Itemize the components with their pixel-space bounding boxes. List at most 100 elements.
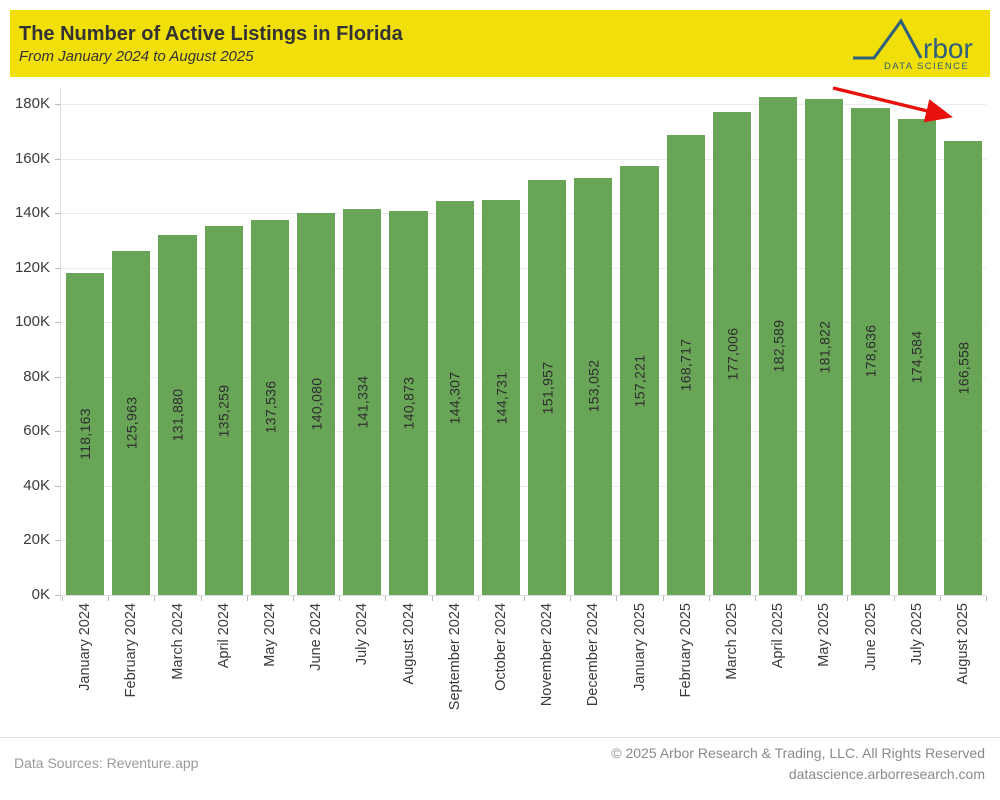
x-axis-tick: [939, 596, 941, 601]
bar-value-label: 157,221: [631, 354, 648, 407]
x-axis-label: August 2025: [954, 603, 971, 685]
x-axis-label: October 2024: [492, 603, 509, 691]
bar-value-label: 137,536: [261, 381, 278, 434]
x-axis-label: May 2024: [261, 603, 278, 667]
bar-value-label: 177,006: [723, 327, 740, 380]
bar: 141,334: [343, 209, 382, 595]
y-axis-tick: [55, 213, 60, 215]
header-banner: The Number of Active Listings in Florida…: [10, 10, 990, 77]
gridline: [60, 267, 986, 269]
bar: 174,584: [897, 118, 936, 595]
bar-value-label: 118,163: [77, 407, 94, 460]
x-axis-tick: [154, 596, 156, 601]
x-axis-label: December 2024: [585, 603, 602, 707]
x-axis-tick: [62, 596, 63, 601]
bar-value-label: 153,052: [585, 359, 602, 413]
header-titles: The Number of Active Listings in Florida…: [10, 21, 403, 67]
x-axis-tick: [708, 596, 710, 601]
bar: 157,221: [620, 166, 659, 595]
y-axis-tick-label: 120K: [14, 258, 50, 276]
bar: 144,307: [435, 201, 474, 595]
x-axis-label: March 2024: [169, 603, 186, 680]
gridline: [60, 376, 986, 378]
gridline: [60, 595, 986, 596]
x-axis-tick: [477, 596, 479, 601]
gridline: [60, 322, 986, 324]
bar: 182,589: [758, 96, 798, 595]
footer-divider: [0, 737, 1000, 738]
trend-arrow-icon: [832, 86, 953, 123]
data-source-text: Data Sources: Reventure.app: [14, 755, 199, 771]
y-axis-tick: [55, 376, 60, 378]
gridline: [60, 485, 986, 487]
bar: 177,006: [712, 112, 752, 595]
x-axis-label: July 2024: [354, 603, 371, 666]
x-axis-label: June 2025: [862, 603, 879, 671]
bar-value-label: 144,307: [446, 371, 463, 425]
x-axis-label: May 2025: [816, 603, 833, 667]
y-axis-tick-label: 80K: [23, 367, 50, 385]
logo-tagline: DATA SCIENCE: [884, 61, 969, 71]
bar-value-label: 144,731: [492, 371, 509, 424]
y-axis-tick: [55, 540, 60, 542]
gridline: [60, 104, 986, 105]
bar-value-label: 174,584: [908, 330, 925, 384]
bar: 131,880: [158, 235, 197, 595]
y-axis-line: [60, 88, 61, 600]
x-axis-tick: [200, 596, 202, 601]
x-axis-label: June 2024: [308, 603, 325, 671]
website-text: datascience.arborresearch.com: [788, 766, 985, 782]
bar: 168,717: [666, 134, 705, 595]
chart-subtitle: From January 2024 to August 2025: [19, 47, 254, 65]
bar: 151,957: [527, 180, 567, 595]
bar-value-label: 131,880: [169, 388, 186, 442]
bar: 137,536: [250, 219, 290, 595]
bar-value-label: 135,259: [215, 384, 232, 437]
y-axis-tick-label: 100K: [14, 313, 50, 331]
logo-word: rbor: [923, 33, 973, 64]
bar: 144,731: [481, 200, 521, 595]
x-axis-tick: [431, 596, 433, 601]
gridline: [60, 213, 986, 215]
x-axis-tick: [986, 596, 987, 601]
x-axis-label: March 2025: [723, 603, 740, 680]
bar-value-label: 178,636: [862, 324, 879, 378]
y-axis-tick: [55, 431, 60, 433]
x-axis-tick: [524, 596, 525, 601]
bar-value-label: 166,558: [954, 341, 971, 395]
gridline: [60, 540, 986, 542]
bar: 178,636: [851, 107, 890, 595]
footer-legal: © 2025 Arbor Research & Trading, LLC. Al…: [611, 743, 985, 785]
x-axis-tick: [755, 596, 756, 601]
y-axis-tick-label: 180K: [14, 95, 50, 112]
chart-title: The Number of Active Listings in Florida: [19, 22, 403, 45]
y-axis-tick-label: 0K: [31, 586, 50, 603]
x-axis-label: February 2024: [123, 603, 140, 698]
bar: 181,822: [805, 99, 844, 595]
y-axis-tick: [55, 322, 60, 324]
bar: 118,163: [65, 272, 105, 595]
bar-value-label: 182,589: [770, 319, 787, 373]
x-axis-label: January 2025: [631, 603, 648, 691]
y-axis-tick: [55, 267, 60, 269]
arbor-data-science-logo: rbor DATA SCIENCE: [853, 17, 973, 71]
x-axis-tick: [293, 596, 294, 601]
x-axis-tick: [662, 596, 664, 601]
x-axis-label: November 2024: [539, 603, 556, 707]
bar: 135,259: [204, 226, 243, 595]
bar-value-label: 125,963: [123, 396, 140, 450]
bar-value-label: 151,957: [539, 361, 556, 415]
bar: 166,558: [943, 140, 983, 595]
x-axis-label: February 2025: [677, 603, 694, 698]
y-axis-tick-label: 60K: [23, 422, 50, 440]
bar: 140,080: [296, 212, 336, 595]
x-axis-tick: [847, 596, 849, 601]
x-axis-tick: [616, 596, 618, 601]
x-axis-label: January 2024: [77, 603, 94, 691]
gridline: [60, 158, 986, 160]
y-axis-tick: [55, 104, 60, 105]
y-axis-tick-label: 160K: [14, 149, 50, 167]
bar: 125,963: [112, 251, 151, 595]
x-axis-tick: [108, 596, 110, 601]
